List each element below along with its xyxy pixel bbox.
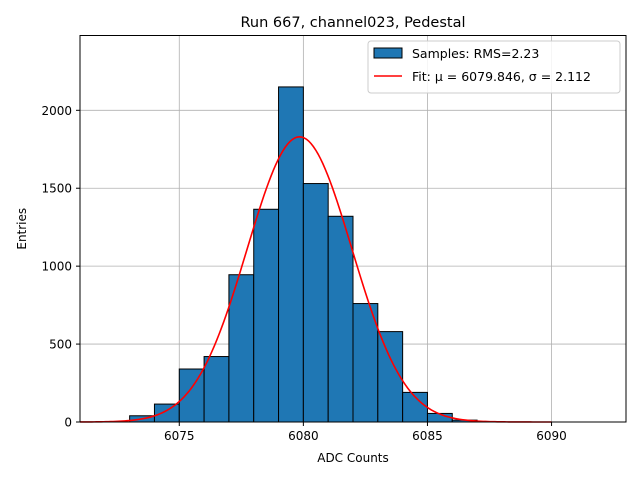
chart-title: Run 667, channel023, Pedestal [240, 15, 465, 31]
y-tick-label: 0 [64, 416, 72, 430]
histogram-bar [352, 303, 379, 423]
legend-swatch-samples [373, 47, 403, 59]
y-tick-label: 1500 [41, 182, 72, 196]
legend-label-samples: Samples: RMS=2.23 [412, 46, 539, 61]
histogram-bar [253, 208, 280, 423]
plot-frame [79, 35, 627, 423]
legend-box [367, 40, 621, 94]
axis-ticks: 6075 6080 6085 6090 0 500 1000 1500 2000 [41, 104, 566, 443]
legend-label-fit: Fit: μ = 6079.846, σ = 2.112 [412, 69, 591, 84]
x-tick-label: 6080 [288, 429, 319, 443]
y-tick-label: 500 [49, 338, 72, 352]
histogram-bar [377, 331, 404, 423]
histogram-bar [153, 403, 180, 423]
histogram-bar [278, 86, 304, 423]
x-tick-label: 6075 [164, 429, 195, 443]
histogram-bar [327, 215, 354, 423]
x-tick-label: 6090 [536, 429, 567, 443]
histogram-bar [178, 368, 205, 423]
x-axis-label: ADC Counts [317, 451, 389, 465]
y-tick-label: 2000 [41, 104, 72, 118]
x-tick-label: 6085 [412, 429, 443, 443]
histogram-bar [203, 356, 230, 423]
histogram-bars [129, 86, 503, 423]
fit-curve [79, 135, 552, 423]
fit-line [79, 135, 552, 423]
legend: Samples: RMS=2.23 Fit: μ = 6079.846, σ =… [367, 40, 621, 94]
y-axis-label: Entries [15, 208, 29, 250]
y-tick-label: 1000 [41, 260, 72, 274]
histogram-bar [302, 183, 329, 423]
